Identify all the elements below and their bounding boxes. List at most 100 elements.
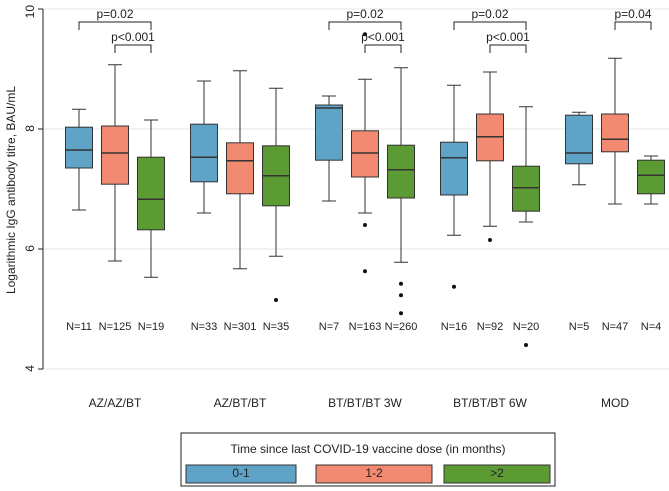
whisker-upper xyxy=(322,95,336,105)
outlier xyxy=(399,293,403,298)
whisker-upper xyxy=(644,155,658,161)
box xyxy=(101,125,129,185)
p-value: p=0.02 xyxy=(346,7,383,21)
significance-bracket xyxy=(364,44,402,53)
legend-swatch xyxy=(185,464,297,484)
n-label: N=5 xyxy=(569,321,590,333)
legend-title: Time since last COVID-19 vaccine dose (i… xyxy=(231,442,506,456)
whisker-lower xyxy=(483,160,497,227)
n-label: N=35 xyxy=(263,321,290,333)
outlier xyxy=(363,223,367,227)
n-label: N=163 xyxy=(349,321,382,333)
box xyxy=(512,165,540,212)
whisker-upper xyxy=(72,108,86,128)
legend-label: 0-1 xyxy=(232,466,250,480)
p-value: p=0.02 xyxy=(471,7,508,21)
box xyxy=(65,126,93,169)
outlier xyxy=(452,284,456,289)
whisker-upper xyxy=(608,57,622,114)
whisker-upper xyxy=(447,84,461,143)
p-value: p=0.02 xyxy=(96,7,133,21)
box xyxy=(637,159,665,195)
whisker-upper xyxy=(197,80,211,125)
x-tick-label: MOD xyxy=(601,396,629,410)
legend-label: >2 xyxy=(490,466,504,480)
outlier xyxy=(363,32,367,37)
whisker-upper xyxy=(358,78,372,131)
whisker-upper xyxy=(269,87,283,146)
box xyxy=(601,113,629,153)
y-tick-label: 10 xyxy=(23,5,37,19)
n-label: N=11 xyxy=(66,321,92,333)
whisker-lower xyxy=(108,184,122,262)
whisker-lower xyxy=(269,205,283,257)
outlier xyxy=(488,238,492,242)
box xyxy=(226,142,254,195)
n-label: N=47 xyxy=(602,321,629,333)
box xyxy=(137,156,165,231)
whisker-lower xyxy=(447,195,461,236)
n-label: N=92 xyxy=(477,321,504,333)
whisker-lower xyxy=(358,177,372,214)
significance-bracket xyxy=(614,21,652,30)
n-label: N=20 xyxy=(513,321,540,333)
y-tick-label: 4 xyxy=(23,365,37,372)
whisker-upper xyxy=(572,111,586,116)
significance-bracket xyxy=(489,44,527,53)
whisker-lower xyxy=(644,193,658,205)
whisker-lower xyxy=(608,151,622,205)
whisker-upper xyxy=(233,70,247,143)
whisker-upper xyxy=(483,71,497,114)
outlier xyxy=(274,298,278,302)
n-label: N=4 xyxy=(641,321,662,333)
whisker-lower xyxy=(572,163,586,186)
significance-bracket xyxy=(453,21,527,30)
n-label: N=125 xyxy=(99,321,132,333)
whisker-upper xyxy=(519,106,533,167)
n-label: N=260 xyxy=(385,321,418,333)
y-axis-label: Logarithmic IgG antibody titre, BAU/mL xyxy=(4,86,18,294)
y-tick-label: 6 xyxy=(23,245,37,252)
box xyxy=(440,141,468,196)
box xyxy=(387,144,415,199)
n-label: N=7 xyxy=(319,321,340,333)
whisker-upper xyxy=(144,119,158,158)
outlier xyxy=(363,269,367,274)
x-tick-label: AZ/BT/BT xyxy=(214,396,267,410)
whisker-lower xyxy=(144,229,158,278)
legend-swatch xyxy=(315,464,433,484)
x-tick-label: AZ/AZ/BT xyxy=(89,396,142,410)
n-label: N=19 xyxy=(138,321,165,333)
whisker-lower xyxy=(394,198,408,263)
legend-swatch xyxy=(443,464,551,484)
box xyxy=(565,114,593,165)
whisker-upper xyxy=(108,64,122,126)
whisker-lower xyxy=(322,160,336,202)
box xyxy=(190,123,218,183)
significance-bracket xyxy=(114,44,152,53)
n-label: N=301 xyxy=(224,321,257,333)
whisker-upper xyxy=(394,67,408,146)
whisker-lower xyxy=(197,181,211,214)
outlier xyxy=(399,311,403,316)
x-tick-label: BT/BT/BT 3W xyxy=(328,396,402,410)
x-tick-label: BT/BT/BT 6W xyxy=(453,396,527,410)
significance-bracket xyxy=(78,21,152,30)
p-value: p<0.001 xyxy=(486,30,530,44)
n-label: N=16 xyxy=(441,321,468,333)
box xyxy=(351,130,379,178)
p-value: p<0.001 xyxy=(111,30,155,44)
p-value: p=0.04 xyxy=(614,7,651,21)
y-tick-label: 8 xyxy=(23,125,37,132)
significance-bracket xyxy=(328,21,402,30)
legend-label: 1-2 xyxy=(365,466,383,480)
whisker-lower xyxy=(519,211,533,223)
outlier xyxy=(524,343,528,347)
p-value: p<0.001 xyxy=(361,30,405,44)
whisker-lower xyxy=(72,168,86,211)
n-label: N=33 xyxy=(191,321,218,333)
whisker-lower xyxy=(233,193,247,270)
box xyxy=(315,104,343,161)
